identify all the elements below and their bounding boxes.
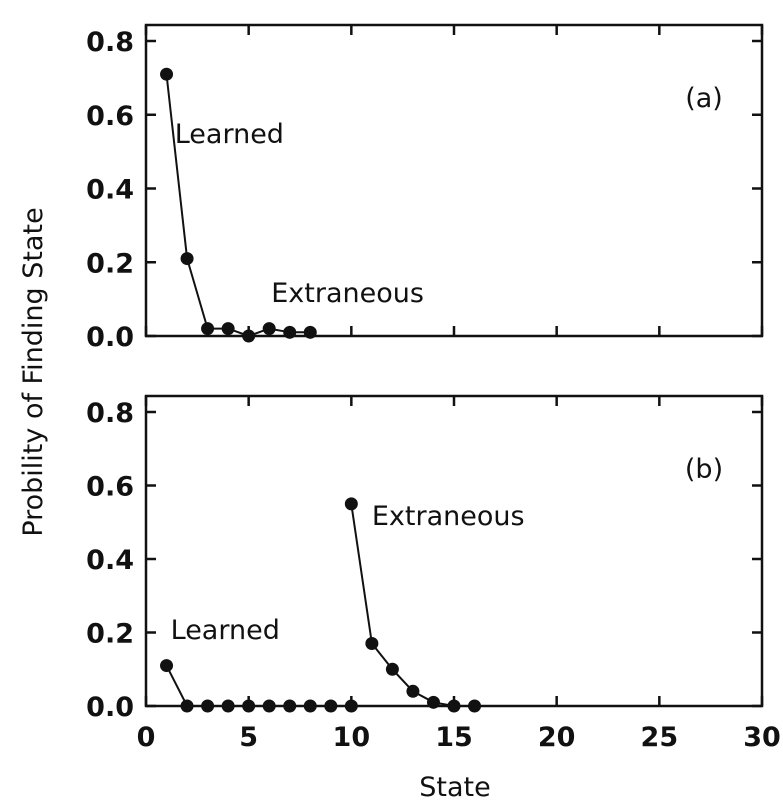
x-tick-label: 20 [538,722,576,753]
y-tick-label: 0.6 [86,101,134,132]
series-line [350,503,475,707]
series-annotation: Extraneous [271,278,424,309]
series-line [165,665,352,707]
panel-b: 0.0 0.2 0.4 0.6 0.8 0 5 10 15 20 25 30 Learned Extran… [86,394,781,753]
x-tick-label: 15 [435,722,473,753]
data-point [180,699,194,713]
x-tick-label: 10 [333,722,371,753]
series-annotation: Learned [175,119,284,150]
y-tick-label: 0.0 [86,692,134,723]
data-point [447,699,461,713]
data-point [283,325,297,339]
data-point [303,699,317,713]
y-tick-label: 0.2 [86,248,134,279]
data-point [468,699,482,713]
data-point [180,252,194,266]
data-point [406,684,420,698]
data-point [242,329,256,343]
data-point [242,699,256,713]
y-tick-label: 0.4 [86,175,134,206]
data-point [324,699,338,713]
data-point [385,662,399,676]
y-axis-title: Probility of Finding State [18,207,49,536]
y-tick-label: 0.8 [86,398,134,429]
data-point [201,322,215,336]
plot-frame [144,23,764,338]
panel-label: (a) [685,83,723,114]
data-point [344,699,358,713]
series-annotation: Extraneous [372,501,525,532]
data-point [221,322,235,336]
x-tick-label: 30 [743,722,781,753]
data-point [221,699,235,713]
data-point [262,699,276,713]
y-tick-label: 0.2 [86,619,134,650]
plot-frame [144,394,764,708]
data-point [365,637,379,651]
x-tick-label: 0 [137,722,156,753]
data-point [262,322,276,336]
panel-label: (b) [685,454,723,485]
x-tick-label: 25 [641,722,679,753]
data-point [303,325,317,339]
y-tick-label: 0.8 [86,27,134,58]
data-point [201,699,215,713]
y-tick-label: 0.6 [86,472,134,503]
x-axis-title: State [419,772,490,803]
y-tick-label: 0.4 [86,545,134,576]
series-annotation: Learned [171,615,280,646]
data-point [426,695,440,709]
x-tick-label: 5 [239,722,258,753]
panel-a: 0.0 0.2 0.4 0.6 0.8 Learned Extraneous (a) [86,23,764,353]
y-tick-label: 0.0 [86,322,134,353]
data-point [160,659,174,673]
data-point [160,67,174,81]
data-point [283,699,297,713]
data-point [344,497,358,511]
